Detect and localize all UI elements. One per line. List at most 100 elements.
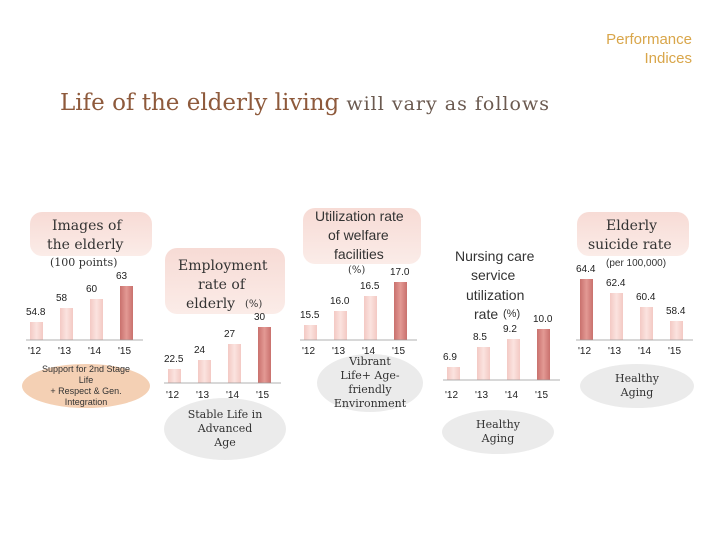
- chart-4-bar-2: [477, 347, 490, 380]
- chart-4-year-4: '15: [535, 390, 549, 401]
- caption-line: Life+ Age-: [340, 369, 400, 382]
- chart-5-year-2: '13: [608, 346, 622, 357]
- caption-line: + Respect & Gen.: [50, 386, 122, 396]
- chart-4-value-1: 6.9: [443, 351, 457, 363]
- c4-title-2: service: [471, 267, 516, 283]
- caption-line: Aging: [481, 432, 515, 445]
- card-welfare: [303, 208, 421, 264]
- chart-2-year-4: '15: [256, 390, 270, 401]
- c2-title-2: rate of: [198, 277, 246, 293]
- c2-title-1: Employment: [178, 258, 268, 274]
- page-title: Life of the elderly living will vary as …: [60, 90, 550, 116]
- chart-5-value-4: 58.4: [666, 305, 686, 317]
- chart-2-year-3: '14: [226, 390, 240, 401]
- chart-4-value-3: 9.2: [503, 324, 517, 336]
- chart-1-bar-4: [120, 286, 133, 340]
- chart-1-value-3: 60: [86, 284, 98, 296]
- c5-title-1: Elderly: [606, 218, 658, 234]
- chart-2-year-2: '13: [196, 390, 210, 401]
- chart-5-year-4: '15: [668, 346, 682, 357]
- chart-1-value-2: 58: [56, 292, 68, 304]
- c3-title-1: Utilization rate: [315, 208, 404, 224]
- card-suicide: [577, 212, 689, 256]
- chart-3-year-4: '15: [392, 346, 406, 357]
- c1-unit: (100 points): [50, 256, 118, 269]
- chart-3-bar-2: [334, 310, 347, 340]
- caption-line: Age: [214, 436, 236, 449]
- section-label-line1: Performance: [606, 31, 692, 48]
- c5-unit: (per 100,000): [606, 258, 667, 269]
- chart-3-value-3: 16.5: [360, 281, 380, 293]
- c2-title-3: elderly: [186, 296, 236, 312]
- chart-1-value-4: 63: [116, 271, 128, 283]
- caption-line: Environment: [333, 397, 407, 410]
- caption-line: Advanced: [197, 422, 253, 435]
- caption-line: Healthy: [615, 372, 659, 385]
- chart-1-year-3: '14: [88, 346, 102, 357]
- chart-2-bar-2: [198, 360, 211, 383]
- chart-1-caption-text: Support for 2nd Stage Life + Respect & Gen…: [42, 364, 130, 408]
- chart-5-bar-3: [640, 307, 653, 340]
- page-title-sub: will vary as follows: [339, 93, 550, 115]
- chart-3-caption-text: Vibrant Life+ Age-friendly Environment: [334, 355, 406, 411]
- section-label-line2: Indices: [644, 50, 692, 67]
- chart-3-bar-1: [304, 325, 317, 340]
- c3-title-2: of welfare: [328, 227, 389, 243]
- chart-4-value-2: 8.5: [473, 332, 487, 344]
- chart-5-bar-1: [580, 279, 593, 340]
- chart-4-bar-3: [507, 339, 520, 380]
- chart-2-caption: Stable Life in Advanced Age: [164, 398, 286, 460]
- page-title-main: Life of the elderly living: [60, 90, 340, 116]
- chart-1-bar-3: [90, 299, 103, 340]
- chart-5-bar-4: [670, 320, 683, 340]
- chart-3-bar-4: [394, 281, 407, 340]
- section-label: Performance Indices: [606, 30, 692, 68]
- card-employment: [165, 248, 285, 314]
- chart-5-value-2: 62.4: [606, 278, 626, 290]
- caption-line: Stable Life in: [187, 408, 263, 421]
- card-images-elderly: [30, 212, 152, 256]
- c1-title-1: Images of: [52, 218, 122, 234]
- c1-title-2: the elderly: [47, 237, 124, 253]
- chart-2-year-1: '12: [166, 390, 180, 401]
- chart-2-bar-4: [258, 326, 271, 383]
- chart-2-value-1: 22.5: [164, 353, 184, 365]
- chart-3-bar-3: [364, 296, 377, 340]
- chart-5-year-1: '12: [578, 346, 592, 357]
- chart-2-bar-3: [228, 343, 241, 383]
- caption-line: Vibrant: [349, 355, 391, 368]
- caption-line: Healthy: [476, 418, 520, 431]
- chart-3-value-2: 16.0: [330, 295, 350, 307]
- c2-unit: (%): [245, 299, 263, 310]
- chart-3-caption: Vibrant Life+ Age-friendly Environment: [317, 354, 423, 412]
- caption-line: Integration: [64, 397, 108, 407]
- c3-unit: (%): [348, 265, 366, 276]
- chart-5-bar-2: [610, 293, 623, 340]
- chart-3-value-1: 15.5: [300, 310, 320, 322]
- chart-5-value-3: 60.4: [636, 292, 656, 304]
- chart-2-value-3: 27: [224, 328, 236, 340]
- caption-line: Support for 2nd Stage: [41, 364, 131, 374]
- chart-1-year-2: '13: [58, 346, 72, 357]
- chart-4-year-3: '14: [505, 390, 519, 401]
- chart-1-caption: Support for 2nd Stage Life + Respect & Gen…: [22, 364, 150, 408]
- chart-3-value-4: 17.0: [390, 266, 410, 278]
- c4-title-1: Nursing care: [455, 248, 535, 264]
- chart-4-year-2: '13: [475, 390, 489, 401]
- caption-line: friendly: [348, 383, 392, 396]
- chart-1-value-1: 54.8: [26, 306, 46, 318]
- chart-4-bar-4: [537, 329, 550, 380]
- chart-2-value-4: 30: [254, 311, 266, 323]
- chart-4-caption: Healthy Aging: [442, 410, 554, 454]
- chart-2-value-2: 24: [194, 345, 206, 357]
- chart-2-caption-text: Stable Life in Advanced Age: [188, 408, 263, 450]
- chart-3-year-3: '14: [362, 346, 376, 357]
- chart-1-year-1: '12: [28, 346, 42, 357]
- c4-title-4: rate: [474, 306, 499, 322]
- caption-line: Life: [78, 375, 94, 385]
- c5-title-2: suicide rate: [588, 237, 672, 253]
- chart-5-year-3: '14: [638, 346, 652, 357]
- c4-unit: (%): [503, 308, 521, 320]
- chart-5-value-1: 64.4: [576, 264, 596, 276]
